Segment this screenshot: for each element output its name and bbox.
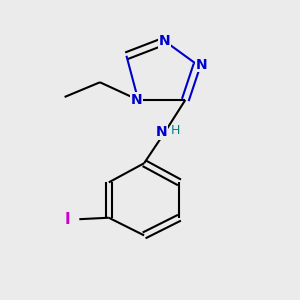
- Text: N: N: [159, 34, 170, 48]
- Text: N: N: [156, 125, 168, 139]
- Text: N: N: [131, 93, 142, 107]
- Text: I: I: [65, 212, 70, 227]
- Text: N: N: [196, 58, 207, 72]
- Text: H: H: [170, 124, 180, 137]
